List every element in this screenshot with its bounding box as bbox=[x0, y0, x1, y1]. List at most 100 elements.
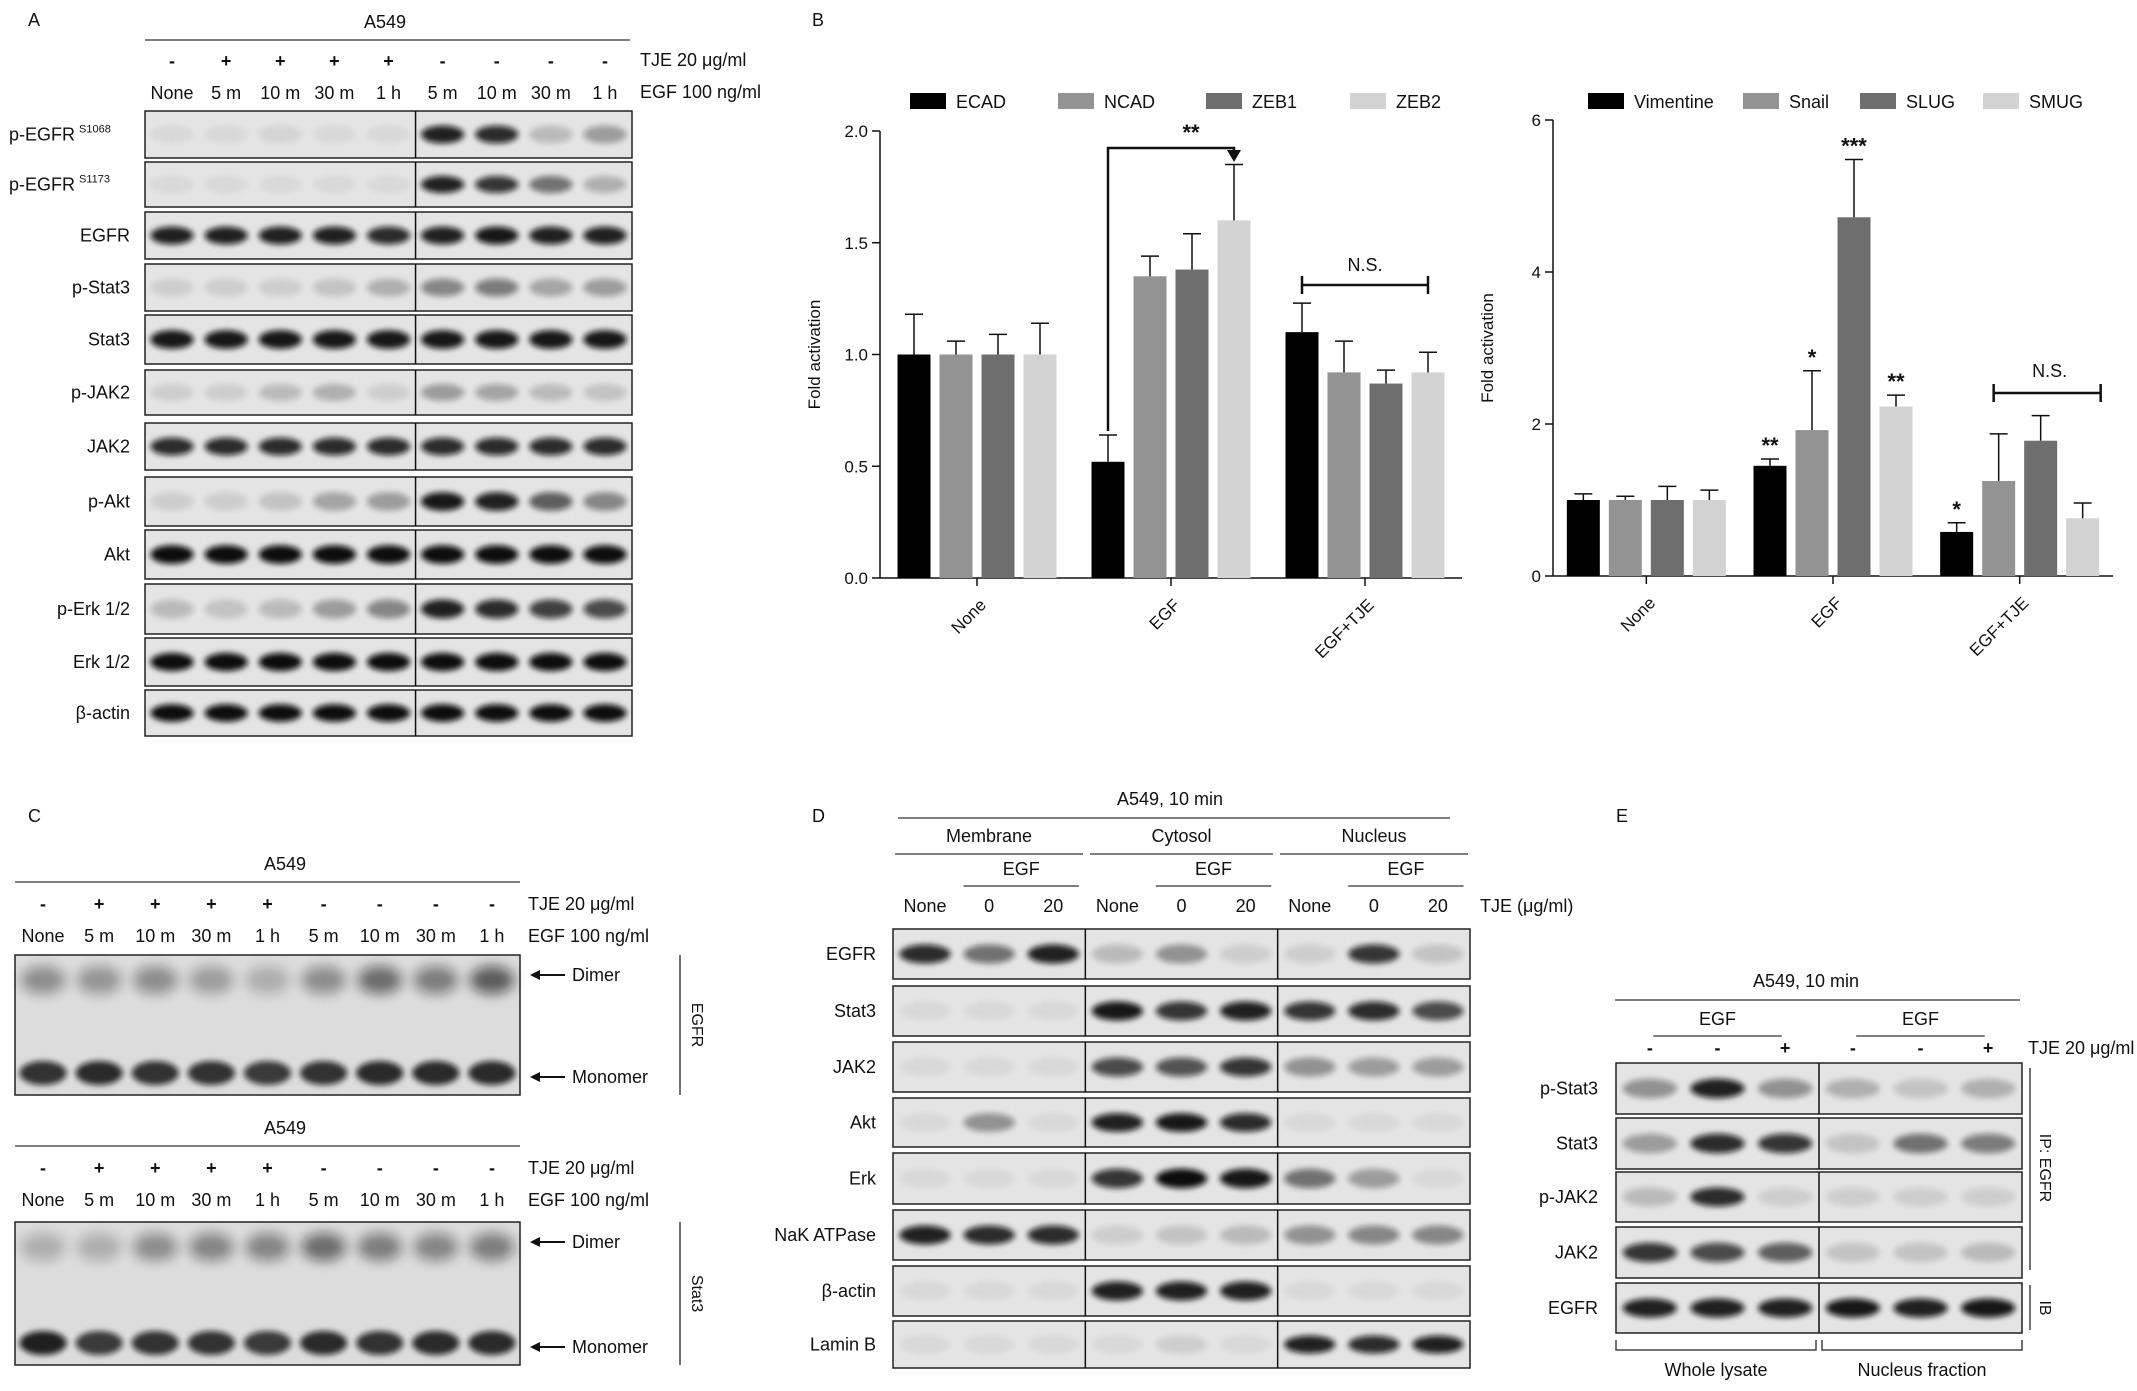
blot-p-erk-1-2 bbox=[144, 583, 633, 635]
band bbox=[204, 545, 248, 564]
time-label: 30 m bbox=[531, 83, 571, 103]
blot-label: EGFR bbox=[80, 226, 130, 246]
tje-sign: + bbox=[94, 894, 105, 914]
panel-a-egf-label: EGF 100 ng/ml bbox=[640, 82, 761, 102]
fraction-label: Nucleus bbox=[1341, 826, 1406, 846]
band bbox=[475, 704, 519, 722]
ib-label: IB bbox=[2036, 1300, 2053, 1315]
side-label: EGFR bbox=[688, 1003, 705, 1047]
x-tick-label: EGF+TJE bbox=[1311, 595, 1378, 662]
x-tick-label: EGF+TJE bbox=[1966, 593, 2033, 660]
panel-a-tje-row: - + + + + - - - - bbox=[169, 51, 608, 71]
dimer-label: Dimer bbox=[572, 1232, 620, 1252]
band bbox=[583, 330, 627, 349]
lane-label: None bbox=[1096, 896, 1139, 916]
band bbox=[312, 545, 357, 564]
time-label: 1 h bbox=[479, 1190, 504, 1210]
monomer-label: Monomer bbox=[572, 1337, 648, 1357]
band bbox=[258, 599, 302, 619]
band bbox=[258, 492, 302, 511]
band bbox=[204, 599, 248, 619]
chart-emt-markers-2: 0 2 4 6 Fold activation None EGF EGF+TJE Vimenti… bbox=[1478, 92, 2113, 660]
band bbox=[150, 383, 194, 402]
monomer-band bbox=[19, 1331, 67, 1355]
time-label: 1 h bbox=[479, 926, 504, 946]
monomer-band bbox=[468, 1331, 516, 1355]
band bbox=[312, 704, 357, 722]
band bbox=[1893, 1133, 1948, 1154]
blot-label-superscript: S1173 bbox=[79, 174, 110, 186]
band bbox=[963, 1225, 1015, 1245]
significance-mark: * bbox=[1952, 497, 1961, 522]
tje-sign: - bbox=[1647, 1038, 1653, 1058]
lane-label: 20 bbox=[1428, 896, 1448, 916]
band bbox=[1893, 1298, 1948, 1318]
band bbox=[258, 437, 302, 456]
bar-ecad-egftje bbox=[1285, 332, 1319, 578]
ns-label: N.S. bbox=[2032, 361, 2067, 381]
monomer-arrowhead bbox=[530, 1072, 540, 1082]
blot-label: JAK2 bbox=[833, 1057, 876, 1077]
time-label: 5 m bbox=[84, 926, 114, 946]
dimer-band bbox=[245, 1233, 290, 1261]
band bbox=[475, 330, 519, 349]
panel-e: E A549, 10 min EGF EGF- - + - - + TJE 20 μg/ml … bbox=[1539, 806, 2134, 1380]
dimer-band bbox=[245, 966, 290, 994]
band bbox=[150, 704, 194, 722]
dimer-band bbox=[132, 966, 178, 994]
band bbox=[963, 1001, 1015, 1021]
legend-swatch bbox=[1350, 93, 1386, 109]
band bbox=[1091, 1281, 1144, 1301]
bar-zeb2-egftje bbox=[1411, 372, 1445, 578]
dimer-band bbox=[413, 1233, 459, 1261]
tje-sign: - bbox=[40, 1158, 46, 1178]
tje-sign: - bbox=[489, 1158, 495, 1178]
significance-annotations: *********N.S. bbox=[1761, 134, 2102, 522]
band bbox=[1961, 1078, 2016, 1099]
band bbox=[1091, 1225, 1144, 1245]
band bbox=[1091, 944, 1144, 964]
legend-swatch bbox=[1860, 93, 1896, 109]
blot-label: p-JAK2 bbox=[1539, 1187, 1598, 1207]
blot-label: p-Stat3 bbox=[1540, 1079, 1598, 1099]
blot-label: Lamin B bbox=[810, 1335, 876, 1355]
significance-mark: *** bbox=[1841, 134, 1867, 159]
band bbox=[420, 437, 465, 456]
band bbox=[1155, 1225, 1208, 1245]
dimer-band bbox=[188, 966, 234, 994]
group-bracket bbox=[1615, 1340, 1817, 1351]
band bbox=[258, 330, 302, 349]
legend-swatch bbox=[1588, 93, 1624, 109]
panel-a-blots: p-EGFR S1068 p-EGFR S1173 EGFR p-Stat3 Stat3 p-… bbox=[9, 110, 633, 737]
band bbox=[366, 383, 411, 402]
time-label: None bbox=[22, 926, 65, 946]
monomer-band bbox=[243, 1061, 292, 1085]
band bbox=[529, 599, 573, 619]
band bbox=[583, 545, 627, 564]
bar-zeb1-none bbox=[981, 354, 1015, 578]
legend-swatch bbox=[1206, 93, 1242, 109]
legend-label: ZEB1 bbox=[1252, 92, 1297, 112]
group-label: Whole lysate bbox=[1664, 1360, 1767, 1380]
band bbox=[1825, 1298, 1880, 1318]
time-label: 10 m bbox=[135, 926, 175, 946]
band bbox=[312, 492, 357, 511]
band bbox=[1412, 1335, 1464, 1354]
band bbox=[258, 383, 302, 402]
band bbox=[1758, 1298, 1813, 1318]
blot-p-jak2 bbox=[1615, 1171, 2023, 1223]
ns-label: N.S. bbox=[1347, 255, 1382, 275]
time-label: 5 m bbox=[309, 1190, 339, 1210]
time-label: None bbox=[22, 1190, 65, 1210]
band bbox=[475, 226, 519, 245]
tje-sign: + bbox=[206, 894, 217, 914]
band bbox=[420, 704, 465, 722]
band bbox=[204, 278, 248, 297]
band bbox=[1622, 1133, 1677, 1154]
band bbox=[1825, 1187, 1880, 1207]
legend-swatch bbox=[1983, 93, 2019, 109]
y-tick-label: 0.0 bbox=[844, 569, 868, 588]
band bbox=[1027, 1281, 1079, 1301]
blot-akt bbox=[144, 529, 633, 580]
band bbox=[150, 652, 194, 672]
